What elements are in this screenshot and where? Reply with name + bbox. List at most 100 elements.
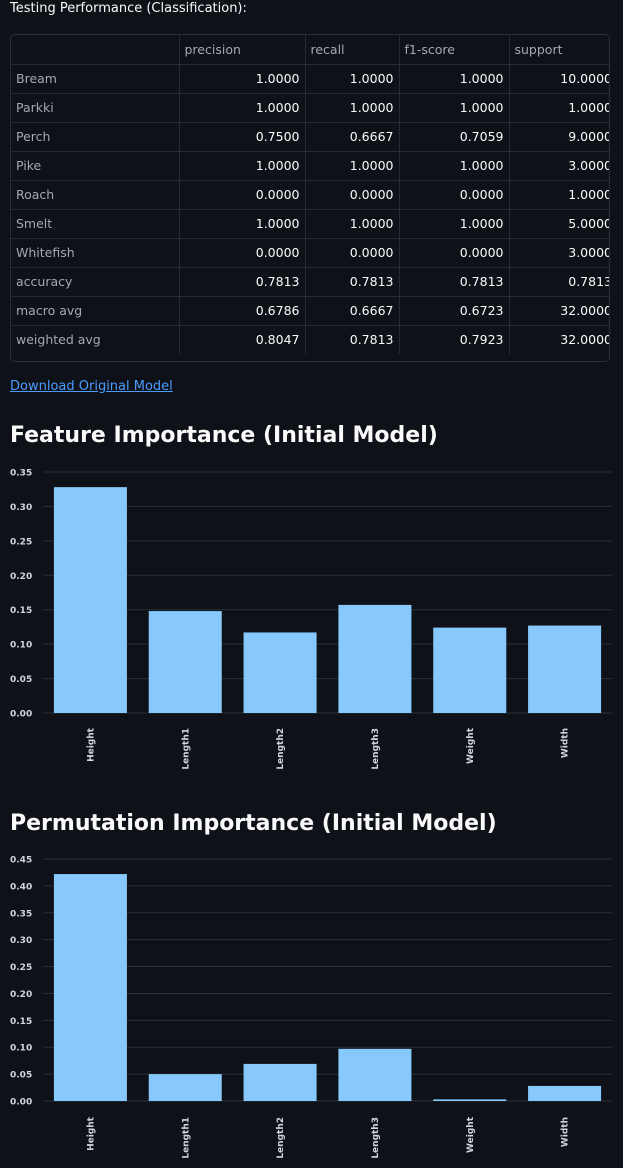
recall-cell: 0.7813 [305,325,400,354]
f1-score-cell: 0.0000 [399,238,510,268]
permutation-importance-chart[interactable]: 0.00 0.05 0.10 0.15 0.20 0.25 0.30 0.35 0.40 0.45… [0,849,623,1159]
row-label: Bream [11,64,180,94]
table-row: Perch 0.7500 0.6667 0.7059 9.0000 [11,122,609,152]
column-header-f1-score[interactable]: f1-score [399,35,510,65]
x-tick-label: Length1 [181,728,191,770]
f1-score-cell: 0.7059 [399,122,510,152]
recall-cell: 0.6667 [305,296,400,326]
bar-length2[interactable] [243,1063,317,1101]
y-tick-label: 0.30 [10,503,32,513]
precision-cell: 0.7500 [179,122,306,152]
recall-cell: 0.0000 [305,238,400,268]
y-tick-label: 0.05 [10,675,32,685]
bar-width[interactable] [528,625,602,713]
classification-report: precision recall f1-score support Bream … [11,35,610,354]
bar-length3[interactable] [338,1048,412,1101]
feature-importance-chart[interactable]: 0.00 0.05 0.10 0.15 0.20 0.25 0.30 0.35 Height Le… [0,460,623,780]
bar-height[interactable] [53,487,127,713]
precision-cell: 0.0000 [179,180,306,210]
support-cell: 32.0000 [509,296,609,326]
x-tick-label: Height [86,727,96,762]
support-cell: 10.0000 [509,64,609,94]
row-label: Roach [11,180,180,210]
table-row: Pike 1.0000 1.0000 1.0000 3.0000 [11,151,609,181]
classification-report-table[interactable]: precision recall f1-score support Bream … [10,34,610,362]
bar-weight[interactable] [433,1099,507,1101]
x-tick-label: Length2 [276,1117,286,1159]
row-label: macro avg [11,296,180,326]
bar-length2[interactable] [243,632,317,713]
recall-cell: 0.7813 [305,267,400,297]
table-row: Parkki 1.0000 1.0000 1.0000 1.0000 [11,93,609,123]
report-caption: Testing Performance (Classification): [10,1,247,16]
permutation-importance-title: Permutation Importance (Initial Model) [10,811,497,836]
recall-cell: 0.0000 [305,180,400,210]
f1-score-cell: 0.7923 [399,325,510,354]
x-tick-label: Length3 [371,728,381,770]
y-tick-label: 0.40 [10,882,32,892]
row-label: Perch [11,122,180,152]
row-label: accuracy [11,267,180,297]
f1-score-cell: 1.0000 [399,209,510,239]
y-tick-label: 0.00 [10,710,32,720]
f1-score-cell: 0.6723 [399,296,510,326]
y-tick-label: 0.10 [10,1044,32,1054]
support-cell: 3.0000 [509,238,609,268]
precision-cell: 1.0000 [179,151,306,181]
f1-score-cell: 1.0000 [399,151,510,181]
y-tick-label: 0.20 [10,990,32,1000]
precision-cell: 1.0000 [179,64,306,94]
bar-width[interactable] [528,1085,602,1101]
y-tick-label: 0.30 [10,936,32,946]
table-header-row: precision recall f1-score support [11,35,609,65]
row-label: Whitefish [11,238,180,268]
x-tick-label: Width [561,728,571,758]
bar-height[interactable] [53,874,127,1101]
table-row: weighted avg 0.8047 0.7813 0.7923 32.000… [11,325,610,354]
recall-cell: 0.6667 [305,122,400,152]
x-tick-label: Length1 [181,1117,191,1159]
y-tick-label: 0.05 [10,1071,32,1081]
precision-cell: 1.0000 [179,93,306,123]
download-original-model-link[interactable]: Download Original Model [10,379,173,394]
y-tick-label: 0.45 [10,856,32,866]
table-row: Roach 0.0000 0.0000 0.0000 1.0000 [11,180,609,210]
f1-score-cell: 1.0000 [399,64,510,94]
bar-length3[interactable] [338,604,412,713]
row-label: Pike [11,151,180,181]
precision-cell: 1.0000 [179,209,306,239]
y-tick-label: 0.25 [10,963,32,973]
support-cell: 1.0000 [509,93,609,123]
y-tick-label: 0.35 [10,909,32,919]
table-row: accuracy 0.7813 0.7813 0.7813 0.7813 [11,267,609,297]
column-header-index[interactable] [11,35,180,65]
column-header-recall[interactable]: recall [305,35,400,65]
support-cell: 1.0000 [509,180,609,210]
x-tick-label: Height [86,1116,96,1151]
table-row: Bream 1.0000 1.0000 1.0000 10.0000 [11,64,609,94]
row-label: weighted avg [11,325,180,354]
support-cell: 9.0000 [509,122,609,152]
y-tick-label: 0.00 [10,1098,32,1108]
precision-cell: 0.7813 [179,267,306,297]
column-header-precision[interactable]: precision [179,35,306,65]
support-cell: 32.0000 [560,332,610,348]
support-cell: 3.0000 [509,151,609,181]
precision-cell: 0.8047 [179,325,306,354]
y-tick-label: 0.25 [10,537,32,547]
bar-weight[interactable] [433,627,507,713]
bar-length1[interactable] [148,611,222,713]
table-row: macro avg 0.6786 0.6667 0.6723 32.0000 [11,296,609,326]
y-tick-label: 0.15 [10,606,32,616]
column-header-support[interactable]: support [509,35,609,65]
x-tick-label: Width [561,1117,571,1147]
y-tick-label: 0.35 [10,469,32,479]
table-row: Whitefish 0.0000 0.0000 0.0000 3.0000 [11,238,609,268]
y-tick-label: 0.10 [10,641,32,651]
x-tick-label: Length2 [276,728,286,770]
f1-score-cell: 1.0000 [399,93,510,123]
bar-length1[interactable] [148,1074,222,1101]
support-cell: 0.7813 [509,267,609,297]
precision-cell: 0.0000 [179,238,306,268]
x-tick-label: Weight [466,1116,476,1153]
